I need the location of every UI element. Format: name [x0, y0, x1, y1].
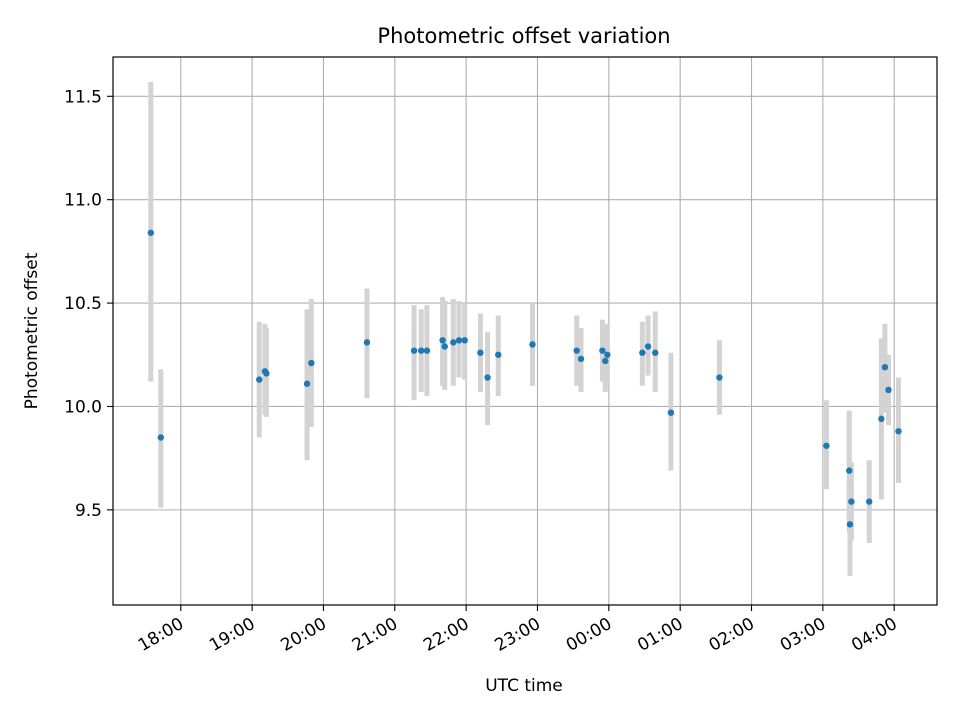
- data-point: [423, 347, 431, 354]
- data-point: [417, 347, 425, 354]
- data-point: [895, 428, 902, 435]
- data-point: [846, 521, 854, 528]
- data-point: [441, 343, 448, 350]
- data-point: [450, 339, 457, 346]
- y-tick-label: 11.5: [64, 87, 102, 107]
- data-point: [577, 355, 585, 363]
- data-point: [495, 351, 502, 358]
- data-point: [644, 343, 652, 350]
- data-point: [363, 339, 371, 346]
- data-point: [529, 341, 536, 348]
- grid: [113, 57, 937, 605]
- data-point: [604, 351, 611, 358]
- data-point: [455, 337, 463, 344]
- y-tick-label: 10.0: [64, 397, 102, 417]
- data-point: [147, 229, 155, 236]
- y-axis-label: Photometric offset: [22, 252, 42, 409]
- data-point: [866, 498, 873, 505]
- data-point: [157, 434, 164, 441]
- data-point: [823, 442, 830, 449]
- data-point: [651, 349, 659, 356]
- data-point: [410, 347, 418, 354]
- data-point: [439, 337, 446, 344]
- y-tick-label: 10.5: [64, 294, 102, 314]
- y-axis: 9.5 10.0 10.5 11.0 11.5: [64, 87, 113, 521]
- data-point: [263, 370, 270, 377]
- data-point: [573, 347, 580, 354]
- data-point: [308, 359, 315, 367]
- x-axis-label: UTC time: [485, 676, 563, 696]
- data-point: [846, 467, 853, 474]
- plot-area-frame: [112, 56, 938, 606]
- data-point: [881, 363, 889, 371]
- data-point: [256, 376, 263, 383]
- data-point: [484, 374, 491, 381]
- data-points: [147, 229, 902, 528]
- data-point: [885, 386, 892, 394]
- data-point: [667, 409, 675, 416]
- chart-title: Photometric offset variation: [377, 24, 670, 48]
- y-tick-label: 9.5: [75, 501, 102, 521]
- data-point: [599, 347, 606, 354]
- data-point: [303, 380, 311, 387]
- data-point: [477, 349, 484, 356]
- data-point: [639, 349, 646, 356]
- data-point: [878, 415, 885, 423]
- data-point: [716, 374, 723, 381]
- data-point: [602, 357, 609, 365]
- data-point: [848, 498, 855, 505]
- y-tick-label: 11.0: [64, 191, 102, 211]
- data-point: [461, 337, 468, 344]
